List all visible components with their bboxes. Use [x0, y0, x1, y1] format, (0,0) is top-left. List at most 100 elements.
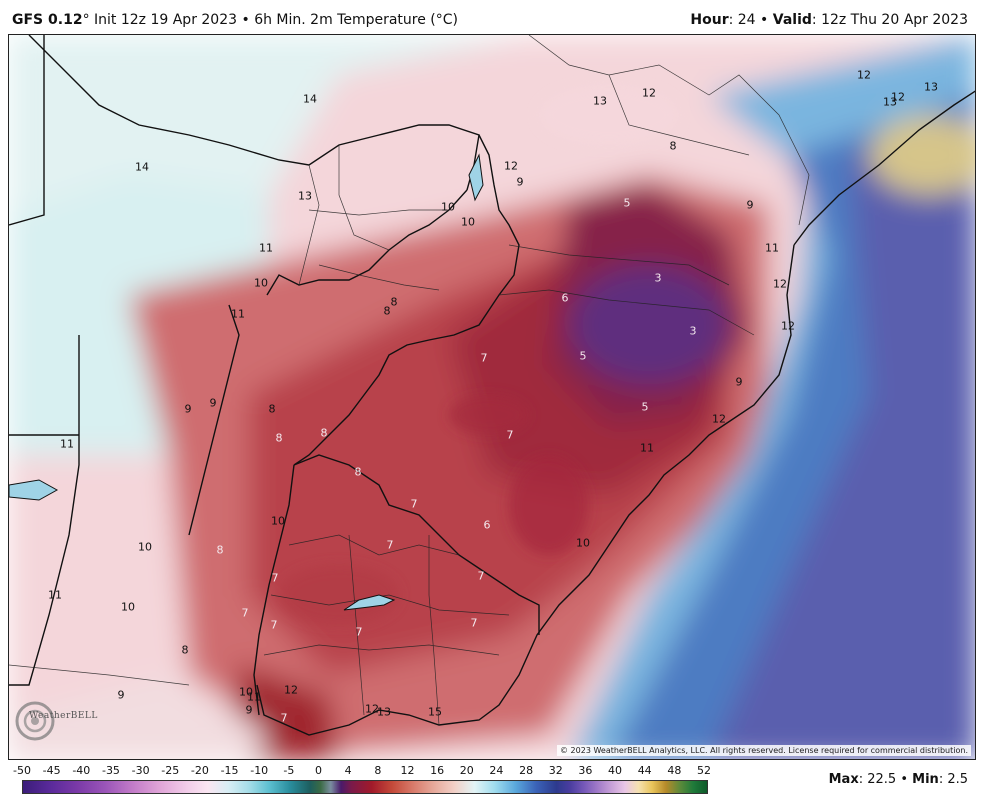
- contour-label: 9: [746, 198, 754, 212]
- contour-label: 6: [483, 518, 491, 532]
- legend-tick: 12: [400, 764, 415, 777]
- legend-tick: 32: [548, 764, 563, 777]
- contour-label: 8: [320, 426, 328, 440]
- coastlines-borders: [9, 35, 975, 736]
- contour-label: 9: [735, 375, 743, 389]
- legend-tick: -35: [101, 764, 120, 777]
- contour-label: 9: [184, 402, 192, 416]
- contour-label: 5: [579, 349, 587, 363]
- color-scale-legend: -50 -45 -40 -35 -30 -25 -20 -15 -10 -5 0 4 8 12 16 20 24…: [13, 764, 714, 800]
- copyright-notice: © 2023 WeatherBELL Analytics, LLC. All r…: [557, 745, 971, 756]
- contour-label: 7: [506, 428, 514, 442]
- contour-label: 10: [576, 536, 590, 550]
- contour-label: 8: [275, 431, 283, 445]
- map-header: GFS 0.12° Init 12z 19 Apr 2023 • 6h Min.…: [0, 0, 984, 34]
- contour-label: 12: [642, 86, 656, 100]
- contour-label: 9: [209, 396, 217, 410]
- legend-tick: 8: [374, 764, 382, 777]
- separator-bullet: •: [241, 12, 250, 28]
- contour-label: 11: [247, 690, 261, 704]
- contour-label: 11: [259, 241, 273, 255]
- legend-tick: 16: [430, 764, 445, 777]
- contour-label: 10: [254, 276, 268, 290]
- valid-label: Valid: [772, 12, 812, 28]
- contour-label: 12: [773, 277, 787, 291]
- contour-label: 11: [48, 588, 62, 602]
- legend-tick: -5: [283, 764, 295, 777]
- contour-label: 14: [303, 92, 317, 106]
- contour-label: 7: [270, 618, 278, 632]
- contour-label: 7: [271, 571, 279, 585]
- valid-time: Hour: 24 • Valid: 12z Thu 20 Apr 2023: [690, 12, 968, 28]
- valid-value: : 12z Thu 20 Apr 2023: [811, 12, 968, 28]
- contour-label: 10: [461, 215, 475, 229]
- contour-label: 11: [231, 307, 245, 321]
- contour-label: 10: [239, 685, 253, 699]
- contour-label: 10: [121, 600, 135, 614]
- legend-tick: -40: [72, 764, 91, 777]
- contour-label: 6: [561, 291, 569, 305]
- contour-label: 15: [428, 705, 442, 719]
- legend-tick: 4: [344, 764, 352, 777]
- min-label: Min: [912, 772, 939, 787]
- separator-bullet-2: •: [760, 12, 769, 28]
- contour-label: 9: [117, 688, 125, 702]
- legend-tick: 28: [519, 764, 534, 777]
- degree-symbol: °: [82, 12, 90, 28]
- contour-label: 7: [477, 569, 485, 583]
- contour-label: 11: [640, 441, 654, 455]
- contour-label: 5: [623, 196, 631, 210]
- contour-label: 13: [924, 80, 938, 94]
- contour-label: 3: [689, 324, 697, 338]
- contour-label: 8: [669, 139, 677, 153]
- color-scale-bar: [22, 780, 708, 794]
- logo-text: WeatherBELL: [29, 711, 98, 721]
- legend-tick: 48: [667, 764, 682, 777]
- temperature-field: [9, 35, 975, 759]
- contour-label: 8: [390, 295, 398, 309]
- contour-label: 12: [365, 702, 379, 716]
- contour-label: 10: [441, 200, 455, 214]
- contour-label: 7: [410, 497, 418, 511]
- legend-tick: 0: [315, 764, 323, 777]
- contour-label: 9: [245, 703, 253, 717]
- model-run-title: GFS 0.12° Init 12z 19 Apr 2023 • 6h Min.…: [12, 12, 458, 28]
- legend-tick: -15: [220, 764, 239, 777]
- contour-label: 11: [60, 437, 74, 451]
- contour-label: 8: [354, 465, 362, 479]
- legend-tick: -30: [131, 764, 150, 777]
- contour-label: 8: [216, 543, 224, 557]
- contour-label: 7: [355, 625, 363, 639]
- contour-label: 7: [280, 711, 288, 725]
- contour-label: 12: [857, 68, 871, 82]
- contour-label: 13: [883, 95, 897, 109]
- max-value: : 22.5: [858, 772, 897, 787]
- stats-separator: •: [900, 772, 909, 787]
- contour-label: 3: [654, 271, 662, 285]
- contour-label: 7: [480, 351, 488, 365]
- min-value: : 2.5: [938, 772, 968, 787]
- contour-label: 11: [765, 241, 779, 255]
- contour-label: 7: [386, 538, 394, 552]
- max-label: Max: [828, 772, 859, 787]
- contour-label: 7: [470, 616, 478, 630]
- contour-label: 12: [712, 412, 726, 426]
- legend-tick: 44: [637, 764, 652, 777]
- temperature-map[interactable]: 14 13 12 12 13 12 13 14 8 12 9 13 10 5 9 10 11 11 3 10 12 11 6…: [8, 34, 976, 760]
- contour-label: 8: [268, 402, 276, 416]
- weatherbell-logo: WeatherBELL: [13, 697, 103, 745]
- model-name: GFS 0.12: [12, 12, 83, 28]
- legend-tick: 52: [697, 764, 711, 777]
- legend-tick: 36: [578, 764, 593, 777]
- contour-label: 5: [641, 400, 649, 414]
- hour-label: Hour: [690, 12, 729, 28]
- legend-tick: 40: [608, 764, 623, 777]
- legend-tick: -25: [161, 764, 180, 777]
- contour-label: 8: [383, 304, 391, 318]
- contour-label: 12: [891, 90, 905, 104]
- field-name: 6h Min. 2m Temperature (°C): [254, 12, 459, 28]
- contour-label: 13: [593, 94, 607, 108]
- lakes: [9, 153, 484, 611]
- swirl-icon: [15, 701, 55, 741]
- contour-label: 14: [135, 160, 149, 174]
